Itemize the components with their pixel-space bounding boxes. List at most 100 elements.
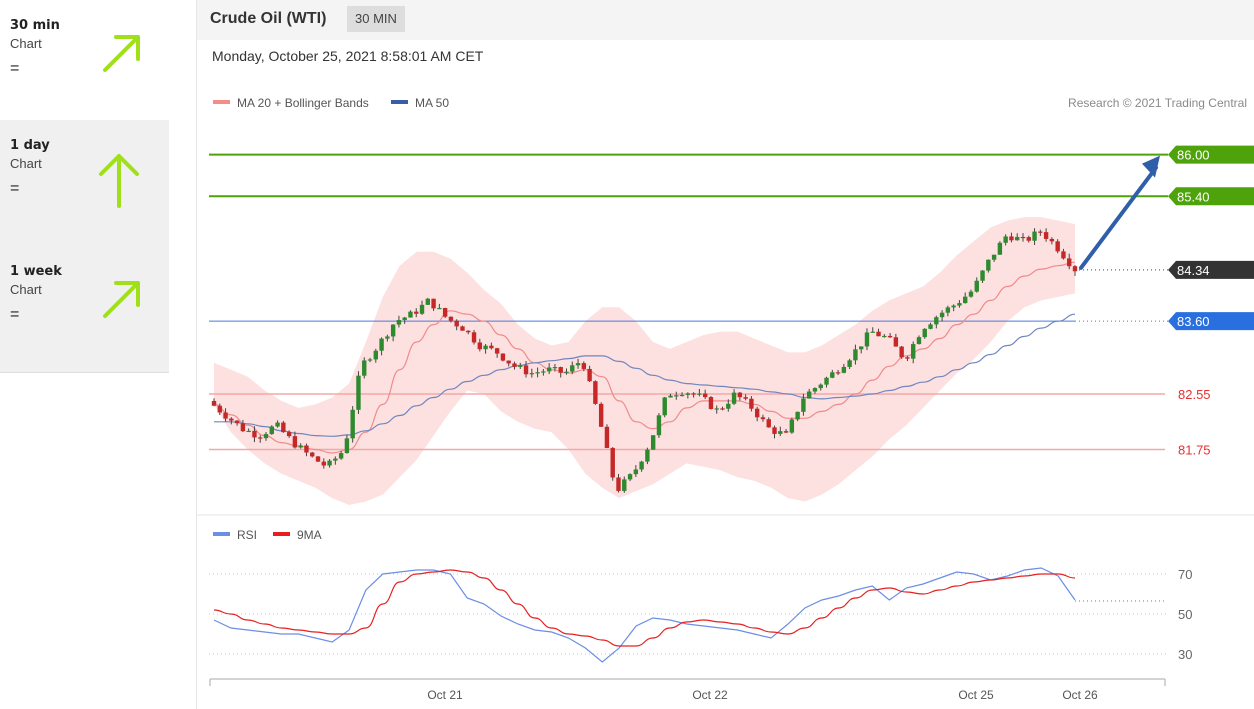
candle-up [437, 308, 442, 310]
timeframe-status: = [10, 60, 20, 77]
candle-up [778, 431, 783, 434]
candle-up [529, 373, 535, 375]
target-arrow-shaft [1079, 165, 1158, 270]
candle-down [442, 308, 448, 317]
candle-up [627, 474, 633, 480]
candle-down [321, 461, 326, 466]
candle-up [385, 336, 390, 339]
candle-down [581, 363, 587, 369]
candle-up [841, 366, 847, 373]
chart-datetime: Monday, October 25, 2021 8:58:01 AM CET [212, 48, 484, 64]
candle-up [812, 388, 818, 392]
candle-up [714, 408, 719, 410]
chart-header: Crude Oil (WTI) 30 MIN [197, 0, 1254, 40]
candle-up [882, 335, 887, 338]
candle-down [743, 397, 748, 399]
candle-up [991, 254, 997, 260]
target-arrow-head [1142, 155, 1160, 178]
candle-down [598, 403, 604, 427]
timeframe-status: = [10, 306, 20, 323]
price-tag-label: 84.34 [1177, 263, 1210, 278]
candle-down [604, 426, 610, 448]
price-tag-label: 86.00 [1177, 148, 1210, 163]
candle-up [390, 324, 396, 337]
candle-up [633, 469, 639, 475]
candle-down [523, 365, 529, 375]
candle-up [570, 365, 575, 372]
candle-down [431, 298, 436, 309]
ma50-line [214, 313, 1076, 437]
candle-up [1032, 231, 1037, 241]
timeframe-status: = [10, 180, 20, 197]
candle-up [685, 393, 691, 395]
x-tick-label: Oct 21 [427, 688, 463, 702]
candle-down [899, 346, 904, 358]
timeframe-item-1week[interactable]: 1 week Chart = [0, 246, 169, 373]
candle-down [905, 357, 910, 359]
candle-down [1072, 266, 1078, 272]
candle-down [772, 427, 777, 434]
candle-up [518, 365, 523, 367]
candle-down [489, 345, 494, 349]
rsi-9ma-line [213, 569, 1076, 647]
candle-up [847, 360, 852, 367]
timeframe-item-1day[interactable]: 1 day Chart = [0, 120, 169, 247]
candle-up [402, 317, 407, 321]
legend-label: 9MA [297, 528, 322, 542]
candle-down [1026, 237, 1031, 241]
candle-up [269, 426, 274, 435]
candles-layer [211, 228, 1078, 493]
candle-up [853, 349, 858, 361]
legend-label: MA 50 [415, 96, 449, 110]
candle-up [356, 375, 361, 410]
candle-up [263, 434, 269, 439]
timeframe-kind: Chart [10, 156, 42, 171]
candle-down [286, 432, 292, 437]
candle-down [593, 381, 598, 404]
candle-down [217, 405, 222, 413]
candle-up [650, 435, 656, 450]
candle-up [974, 280, 979, 292]
timeframe-badge[interactable]: 30 MIN [347, 6, 405, 32]
candle-up [928, 324, 933, 329]
candle-up [668, 395, 673, 398]
candle-up [298, 445, 303, 448]
candle-up [674, 395, 679, 397]
candle-up [864, 332, 870, 347]
candle-up [916, 337, 922, 345]
candle-up [679, 394, 685, 397]
candle-down [737, 392, 743, 398]
candle-down [211, 400, 217, 406]
candle-up [645, 449, 650, 462]
price-tag [1168, 187, 1254, 206]
candle-down [258, 437, 263, 439]
candle-down [1038, 231, 1043, 233]
candle-down [234, 420, 240, 424]
candle-up [939, 312, 945, 318]
candle-down [766, 419, 771, 428]
candle-down [460, 326, 465, 331]
candle-up [911, 344, 916, 359]
price-tag [1168, 260, 1254, 279]
candle-up [934, 317, 939, 325]
support-label: 81.75 [1178, 443, 1211, 458]
candle-down [310, 452, 315, 457]
candle-down [1061, 251, 1066, 259]
candle-up [379, 338, 384, 351]
candle-up [870, 331, 875, 333]
candle-down [240, 423, 246, 432]
level-labels-layer: 86.00 85.40 84.34 83.60 82.55 81.75 [1168, 145, 1254, 458]
candle-up [535, 372, 540, 374]
candle-up [997, 242, 1003, 255]
main-legend: MA 20 + Bollinger Bands MA 50 Research © 2… [213, 96, 1247, 110]
price-tag-label: 85.40 [1177, 189, 1210, 204]
x-tick-label: Oct 22 [692, 688, 728, 702]
candle-up [986, 259, 991, 271]
candle-down [223, 412, 228, 419]
rsi-line [213, 567, 1076, 663]
timeframe-item-30min[interactable]: 30 min Chart = [0, 0, 169, 127]
candle-up [858, 346, 864, 350]
candle-up [818, 384, 823, 389]
candle-up [731, 392, 737, 404]
candle-down [414, 311, 419, 314]
